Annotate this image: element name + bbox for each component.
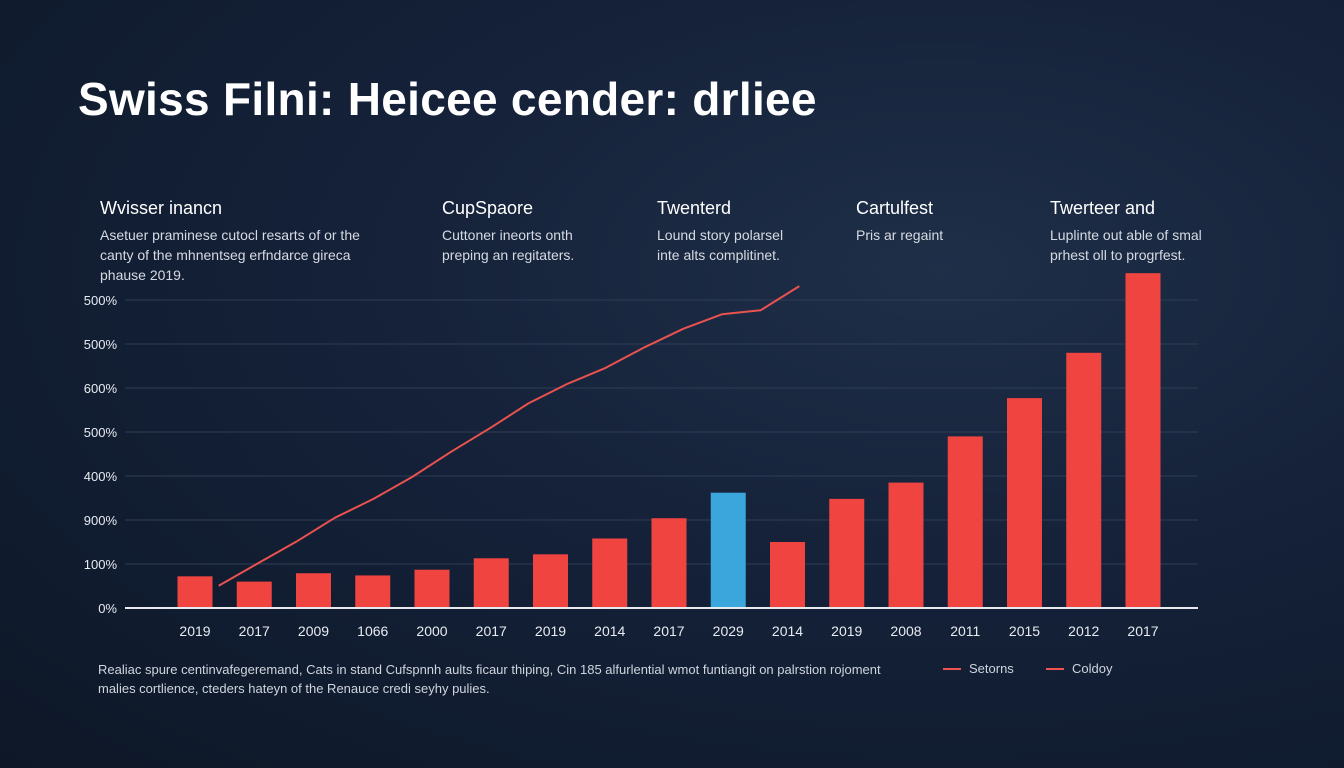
annotation-3: Twenterd Lound story polarsel inte alts … [657,198,783,265]
x-tick-label: 2017 [476,623,507,639]
annotation-text: Luplinte out able of smal prhest oll to … [1050,227,1202,263]
bar [592,538,628,608]
footnote: Realiac spure centinvafegeremand, Cats i… [98,662,881,696]
y-tick-label: 900% [84,513,118,528]
annotation-5: Twerteer and Luplinte out able of smal p… [1050,198,1202,265]
x-tick-label: 2017 [653,623,684,639]
bar [770,542,805,608]
y-tick-label: 500% [84,337,118,352]
annotation-text: Cuttoner ineorts onth preping an regitat… [442,227,575,263]
y-tick-label: 100% [84,557,118,572]
y-tick-label: 400% [84,469,118,484]
bar [1125,273,1161,608]
annotation-text: Pris ar regaint [856,227,944,243]
annotation-text: Asetuer praminese cutocl resarts of or t… [100,227,360,283]
x-tick-label: 2015 [1009,623,1040,639]
x-tick-label: 2029 [713,623,744,639]
x-tick-label: 1066 [357,623,388,639]
chart-title: Swiss Filni: Heicee cender: drliee [78,73,817,125]
x-tick-label: 2019 [179,623,210,639]
annotation-heading: CupSpaore [442,198,534,218]
legend-label: Coldoy [1072,661,1113,676]
y-tick-label: 0% [98,601,117,616]
bar [296,573,331,608]
bar [829,498,865,608]
y-tick-label: 500% [84,293,118,308]
y-tick-label: 500% [84,425,118,440]
annotation-heading: Twenterd [657,198,732,218]
bar [1007,398,1042,608]
bar [651,518,687,608]
x-tick-label: 2000 [416,623,447,639]
x-tick-label: 2014 [772,623,803,639]
bar [355,575,391,608]
bar [533,554,568,608]
x-tick-label: 2009 [298,623,329,639]
bar [710,492,746,608]
annotation-2: CupSpaore Cuttoner ineorts onth preping … [442,198,574,265]
annotation-heading: Twerteer and [1050,198,1156,218]
annotation-heading: Cartulfest [856,198,934,218]
bar [414,569,450,608]
x-tick-label: 2012 [1068,623,1099,639]
legend-label: Setorns [969,661,1014,676]
legend-item-coldoy: Coldoy [1046,661,1112,676]
annotation-text: Lound story polarsel inte alts complitin… [657,227,784,263]
legend-line-swatch [1046,667,1064,670]
legend-item-setorns: Setorns [943,661,1014,676]
x-tick-label: 2011 [950,623,980,639]
annotation-heading: Wvisser inancn [100,198,223,218]
x-tick-label: 2014 [594,623,625,639]
bar [177,576,213,608]
annotation-1: Wvisser inancn Asetuer praminese cutocl … [100,198,360,285]
x-tick-label: 2019 [831,623,862,639]
trend-line [218,285,800,587]
x-tick-label: 2017 [1127,623,1158,639]
x-tick-label: 2017 [239,623,270,639]
bar [473,558,509,608]
bar [947,436,983,608]
y-tick-label: 600% [84,381,118,396]
bar [1066,352,1102,608]
bar [236,581,272,608]
legend-line-swatch [943,667,961,670]
annotation-4: Cartulfest Pris ar regaint [856,198,943,245]
bar [888,482,924,608]
x-tick-label: 2008 [890,623,921,639]
x-tick-label: 2019 [535,623,566,639]
